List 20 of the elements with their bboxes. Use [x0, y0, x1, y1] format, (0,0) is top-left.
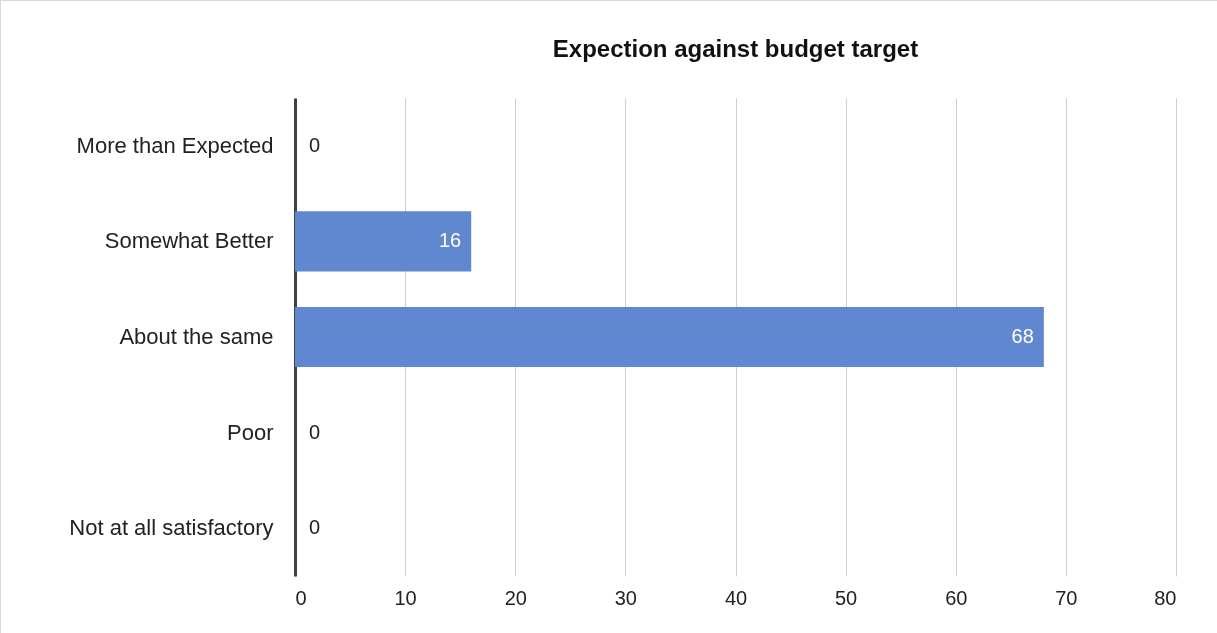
- x-tick-label: 70: [1055, 586, 1078, 609]
- data-label: 0: [309, 516, 321, 539]
- data-label: 16: [438, 229, 462, 252]
- data-label: 0: [309, 420, 321, 443]
- x-tick-label: 0: [295, 586, 307, 609]
- x-tick-label: 50: [835, 586, 858, 609]
- x-tick-label: 80: [1154, 586, 1177, 609]
- y-tick-label: Not at all satisfactory: [69, 515, 274, 541]
- x-tick-label: 60: [945, 586, 968, 609]
- x-tick-label: 10: [394, 586, 417, 609]
- y-tick-label: Somewhat Better: [104, 228, 274, 254]
- y-tick-label: Poor: [227, 419, 274, 445]
- x-tick-label: 30: [614, 586, 637, 609]
- x-tick-label: 20: [504, 586, 527, 609]
- y-tick-label: More than Expected: [76, 132, 274, 158]
- chart-title: Expection against budget target: [552, 35, 919, 62]
- x-tick-label: 40: [724, 586, 748, 609]
- y-tick-label: About the same: [119, 324, 274, 349]
- data-label: 0: [309, 133, 321, 156]
- data-label: 68: [1011, 325, 1034, 347]
